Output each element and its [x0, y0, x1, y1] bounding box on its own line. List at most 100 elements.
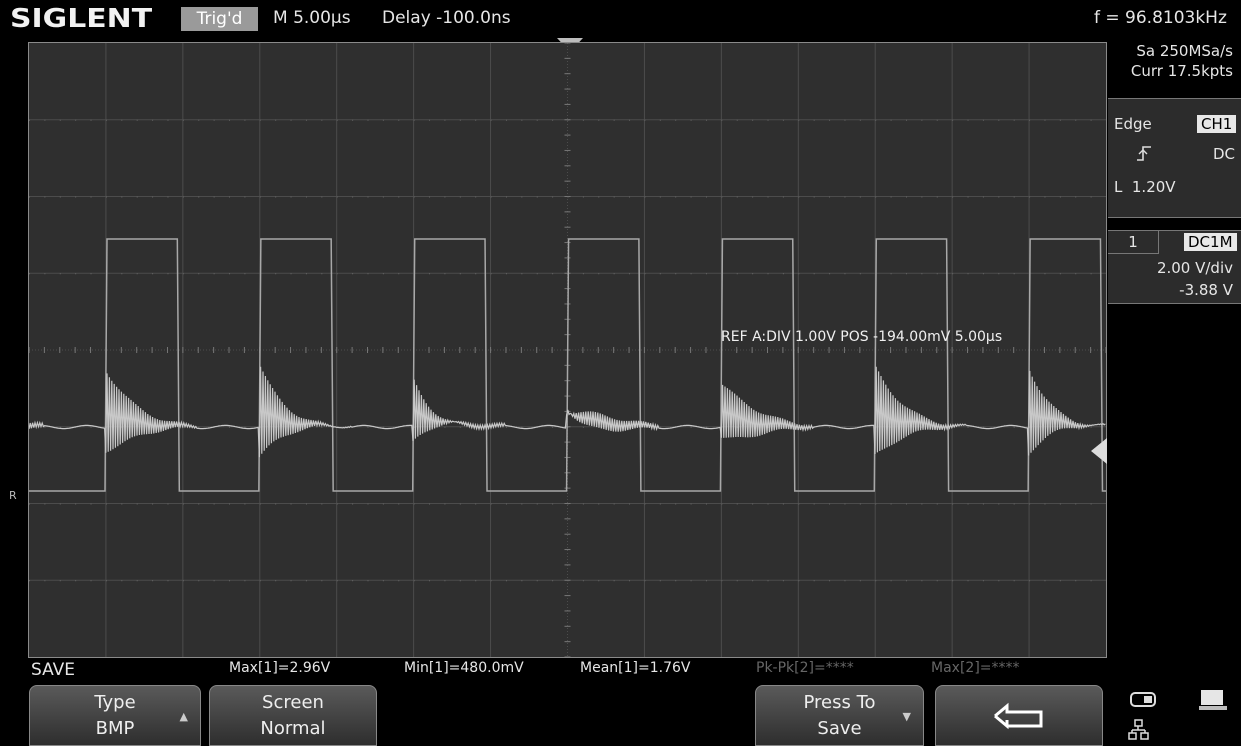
grid-dot — [152, 580, 154, 582]
grid-dot — [59, 580, 61, 582]
grid-dot — [736, 273, 738, 275]
save-softkey[interactable]: Press To Save ▼ — [755, 685, 924, 746]
grid-dot — [521, 580, 523, 582]
grid-dot — [552, 580, 554, 582]
grid-dot — [429, 273, 431, 275]
grid-dot — [829, 503, 831, 505]
grid-dot — [198, 119, 200, 121]
grid-dot — [936, 503, 938, 505]
grid-dot — [582, 426, 584, 428]
grid-dot — [952, 580, 954, 582]
grid-dot — [921, 273, 923, 275]
grid-dot — [429, 580, 431, 582]
grid-dot — [244, 273, 246, 275]
grid-dot — [505, 273, 507, 275]
grid-dot — [1090, 119, 1092, 121]
grid-dot — [705, 196, 707, 198]
trigger-panel[interactable]: Edge CH1 DC L 1.20V — [1108, 98, 1241, 218]
grid-dot — [382, 580, 384, 582]
grid-dot — [690, 119, 692, 121]
grid-dot — [705, 273, 707, 275]
grid-dot — [982, 196, 984, 198]
grid-dot — [767, 426, 769, 428]
grid-dot — [44, 503, 46, 505]
grid-dot — [536, 273, 538, 275]
grid-dot — [552, 503, 554, 505]
grid-dot — [44, 426, 46, 428]
grid-dot — [398, 503, 400, 505]
grid-dot — [813, 273, 815, 275]
grid-dot — [736, 196, 738, 198]
grid-dot — [105, 503, 107, 505]
grid-dot — [675, 119, 677, 121]
grid-dot — [367, 119, 369, 121]
grid-dot — [690, 503, 692, 505]
measurement-max-ch2: Max[2]=**** — [931, 660, 1020, 676]
grid-dot — [829, 580, 831, 582]
grid-dot — [44, 196, 46, 198]
return-softkey[interactable] — [935, 685, 1103, 746]
grid-dot — [336, 273, 338, 275]
grid-dot — [567, 426, 569, 428]
grid-dot — [44, 273, 46, 275]
grid-dot — [429, 196, 431, 198]
grid-dot — [659, 426, 661, 428]
grid-dot — [598, 196, 600, 198]
grid-dot — [413, 426, 415, 428]
trigger-source: CH1 — [1197, 115, 1237, 133]
grid-dot — [582, 580, 584, 582]
grid-dot — [29, 119, 30, 121]
grid-dot — [829, 119, 831, 121]
grid-dot — [690, 273, 692, 275]
grid-dot — [582, 196, 584, 198]
screen-softkey[interactable]: Screen Normal — [209, 685, 377, 746]
grid-dot — [829, 196, 831, 198]
measurement-pkpk-ch2: Pk-Pk[2]=**** — [756, 660, 854, 676]
grid-dot — [1013, 503, 1015, 505]
brand-logo: SIGLENT — [10, 4, 153, 34]
waveform-display[interactable]: REF A:DIV 1.00V POS -194.00mV 5.00µs — [28, 42, 1107, 658]
channel-1-panel[interactable]: 1 DC1M 2.00 V/div -3.88 V — [1108, 230, 1241, 304]
grid-dot — [752, 119, 754, 121]
grid-dot — [890, 196, 892, 198]
grid-dot — [967, 119, 969, 121]
grid-dot — [505, 426, 507, 428]
grid-dot — [321, 426, 323, 428]
monitor-icon — [1199, 690, 1227, 710]
grid-dot — [752, 196, 754, 198]
grid-dot — [229, 580, 231, 582]
sample-rate: Sa 250MSa/s — [1136, 42, 1233, 60]
grid-dot — [167, 119, 169, 121]
grid-dot — [90, 503, 92, 505]
trigger-level-marker[interactable] — [1091, 438, 1107, 464]
grid-dot — [398, 119, 400, 121]
timebase-readout[interactable]: M 5.00µs — [273, 8, 351, 28]
grid-dot — [136, 580, 138, 582]
grid-dot — [1059, 196, 1061, 198]
grid-dot — [1044, 196, 1046, 198]
grid-dot — [1075, 580, 1077, 582]
delay-readout[interactable]: Delay -100.0ns — [382, 8, 511, 28]
grid-dot — [1044, 119, 1046, 121]
grid-dot — [1090, 273, 1092, 275]
grid-dot — [521, 426, 523, 428]
grid-dot — [229, 196, 231, 198]
grid-dot — [198, 273, 200, 275]
grid-dot — [121, 580, 123, 582]
grid-dot — [75, 580, 77, 582]
grid-dot — [182, 426, 184, 428]
grid-dot — [905, 580, 907, 582]
grid-dot — [290, 503, 292, 505]
grid-dot — [136, 119, 138, 121]
grid-dot — [152, 119, 154, 121]
grid-dot — [275, 119, 277, 121]
grid-dot — [598, 273, 600, 275]
grid-dot — [936, 580, 938, 582]
grid-dot — [398, 196, 400, 198]
grid-dot — [152, 196, 154, 198]
waveform-grid — [29, 43, 1106, 657]
grid-dot — [336, 196, 338, 198]
type-softkey[interactable]: Type BMP ▲ — [29, 685, 201, 746]
grid-dot — [613, 273, 615, 275]
grid-dot — [305, 580, 307, 582]
